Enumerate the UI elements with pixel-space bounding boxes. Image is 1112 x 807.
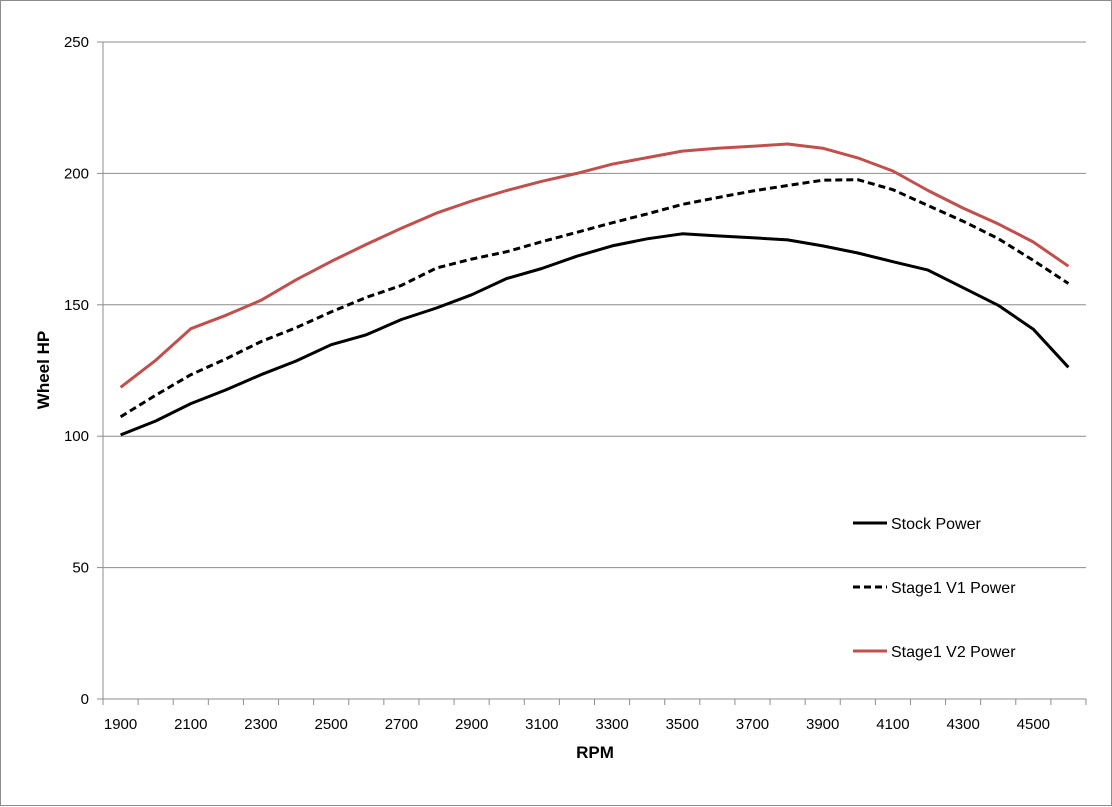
legend-label-1: Stage1 V1 Power [891, 580, 1016, 597]
series-line-stock-power [120, 232, 1070, 437]
x-tick-label-4100: 4100 [876, 716, 909, 733]
x-tick-label-2100: 2100 [174, 716, 207, 733]
legend: Stock Power Stage1 V1 Power Stage1 V2 Powe… [853, 516, 1016, 661]
x-tick-label-4500: 4500 [1017, 716, 1050, 733]
y-tick-label-100: 100 [64, 428, 89, 445]
x-tick-label-3100: 3100 [525, 716, 558, 733]
x-tick-label-3500: 3500 [666, 716, 699, 733]
legend-label-0: Stock Power [891, 516, 981, 533]
x-tick-label-1900: 1900 [104, 716, 137, 733]
legend-label-2: Stage1 V2 Power [891, 644, 1016, 661]
x-tick-labels: 1900 2100 2300 2500 2700 2900 3100 3300 3500 3700… [104, 716, 1050, 733]
gridlines [103, 41, 1086, 569]
x-tick-label-2300: 2300 [244, 716, 277, 733]
y-tick-label-200: 200 [64, 165, 89, 182]
x-tick-label-2500: 2500 [315, 716, 348, 733]
series-line-stage1-v1-power [119, 178, 1070, 419]
x-tick-label-3900: 3900 [806, 716, 839, 733]
y-tick-label-150: 150 [64, 297, 89, 314]
x-tick-label-2900: 2900 [455, 716, 488, 733]
x-tick-label-2700: 2700 [385, 716, 418, 733]
y-tick-label-250: 250 [64, 34, 89, 51]
y-tick-label-0: 0 [81, 691, 89, 708]
y-axis-title: Wheel HP [34, 331, 53, 409]
x-axis-title: RPM [576, 743, 614, 762]
x-tick-label-3700: 3700 [736, 716, 769, 733]
y-tick-label-50: 50 [72, 560, 89, 577]
series-line-stage1-v2-power [119, 142, 1070, 389]
x-tick-label-4300: 4300 [946, 716, 979, 733]
y-tick-labels: 0 50 100 150 200 250 [64, 34, 89, 708]
axes [97, 41, 1087, 705]
series-lines [119, 142, 1070, 437]
x-tick-label-3300: 3300 [595, 716, 628, 733]
